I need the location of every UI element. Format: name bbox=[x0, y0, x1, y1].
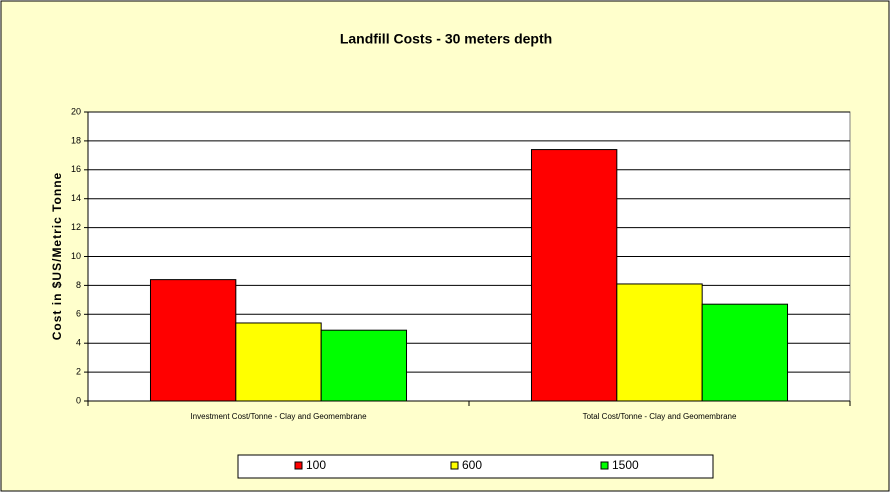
bar bbox=[320, 329, 408, 402]
legend-label: 100 bbox=[306, 458, 326, 472]
legend-label: 1500 bbox=[612, 458, 639, 472]
bar bbox=[149, 279, 237, 402]
legend-swatch bbox=[600, 461, 609, 470]
legend-label: 600 bbox=[462, 458, 482, 472]
bar bbox=[235, 322, 322, 402]
y-tick-label: 12 bbox=[71, 222, 81, 232]
x-tick-label: Total Cost/Tonne - Clay and Geomembrane bbox=[583, 412, 737, 421]
legend bbox=[237, 454, 714, 479]
y-tick-label: 18 bbox=[71, 135, 81, 145]
y-tick-label: 16 bbox=[71, 164, 81, 174]
chart-title: Landfill Costs - 30 meters depth bbox=[340, 31, 552, 47]
y-tick-label: 6 bbox=[76, 309, 81, 319]
legend-swatch bbox=[294, 461, 303, 470]
y-tick-label: 20 bbox=[71, 106, 81, 116]
y-axis-label: Cost in $US/Metric Tonne bbox=[50, 172, 64, 340]
x-tick-label: Investment Cost/Tonne - Clay and Geomemb… bbox=[190, 412, 367, 421]
y-tick-label: 2 bbox=[76, 366, 81, 376]
y-tick-label: 14 bbox=[71, 193, 81, 203]
y-tick-label: 8 bbox=[76, 280, 81, 290]
y-tick-label: 4 bbox=[76, 338, 81, 348]
y-tick-label: 10 bbox=[71, 251, 81, 261]
legend-swatch bbox=[450, 461, 459, 470]
bar bbox=[530, 149, 618, 402]
bar bbox=[616, 283, 703, 402]
y-tick-label: 0 bbox=[76, 395, 81, 405]
bar bbox=[701, 303, 789, 402]
